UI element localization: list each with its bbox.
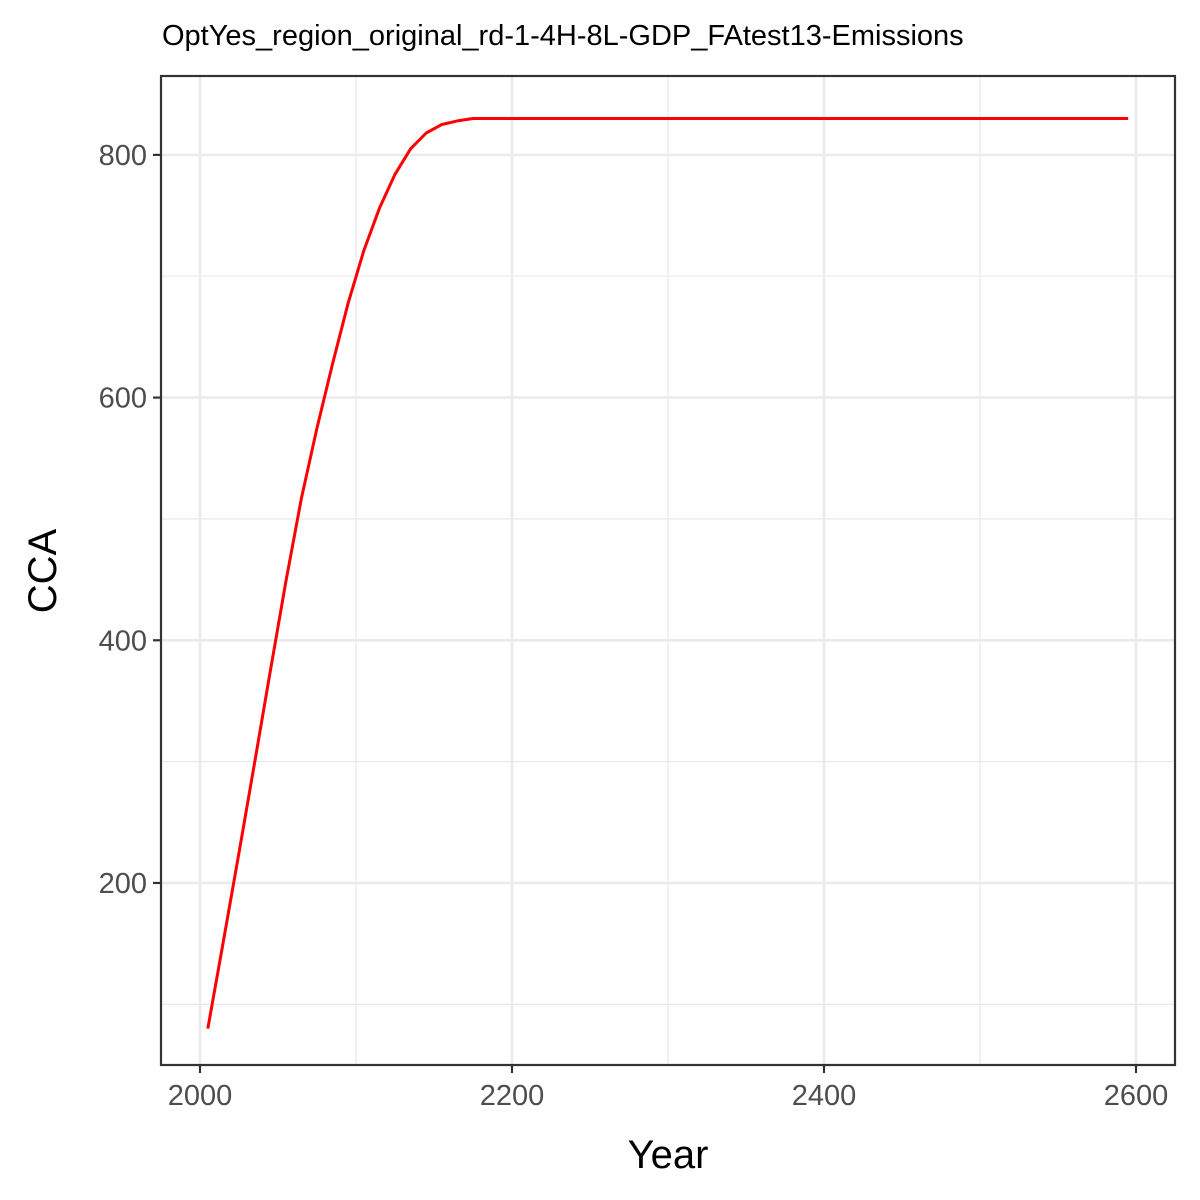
y-tick-label-800: 800 (99, 140, 147, 172)
tick-labels: 2000 2200 2400 2600 200 400 600 800 (99, 140, 1169, 1112)
minor-gridlines (161, 76, 1175, 1065)
x-tick-label-2400: 2400 (792, 1080, 857, 1112)
x-axis-title: Year (628, 1133, 709, 1177)
x-tick-label-2000: 2000 (168, 1080, 233, 1112)
major-gridlines (161, 76, 1175, 1065)
chart-title: OptYes_region_original_rd-1-4H-8L-GDP_FA… (162, 20, 964, 52)
y-tick-label-200: 200 (99, 868, 147, 900)
y-tick-label-600: 600 (99, 383, 147, 415)
series-layer (206, 117, 1129, 1029)
series-line-0 (206, 117, 1129, 1029)
x-tick-label-2200: 2200 (480, 1080, 545, 1112)
axis-ticks (153, 153, 1138, 1073)
y-tick-label-400: 400 (99, 625, 147, 657)
plot-panel-border (159, 74, 1177, 1067)
y-axis-title: CCA (21, 528, 65, 613)
x-tick-label-2600: 2600 (1104, 1080, 1169, 1112)
